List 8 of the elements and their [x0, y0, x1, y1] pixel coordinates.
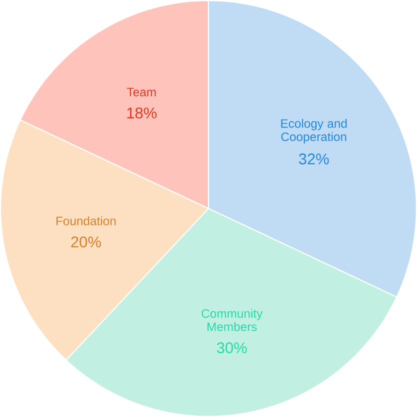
slice-label: Foundation — [56, 216, 116, 226]
slice-label: Team — [127, 88, 156, 96]
slice-label: Community Members — [202, 308, 263, 332]
data-label: 30% — [216, 342, 247, 354]
slice-label: Ecology and Cooperation — [281, 118, 347, 144]
data-label: 32% — [298, 153, 329, 164]
data-label: 20% — [71, 236, 101, 248]
data-label: 18% — [127, 108, 157, 118]
